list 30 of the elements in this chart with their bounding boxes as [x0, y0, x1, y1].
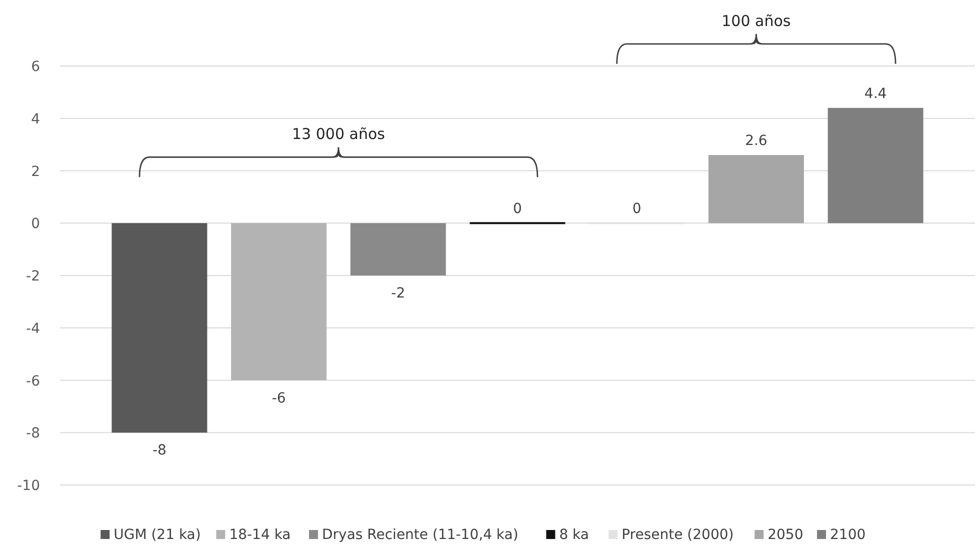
y-tick-label: -4: [26, 320, 40, 337]
legend-label: Dryas Reciente (11-10,4 ka): [322, 527, 518, 543]
y-tick-label: -6: [26, 373, 40, 390]
text: 100 años: [722, 12, 791, 30]
y-tick-label: -2: [26, 268, 40, 284]
y-tick-label: 2: [31, 164, 40, 180]
y-tick-label: 0: [31, 216, 40, 232]
legend-label: UGM (21 ka): [114, 527, 201, 543]
bar: [112, 223, 208, 433]
data-label: 4.4: [864, 86, 887, 102]
bar: [708, 155, 804, 224]
bar: [350, 223, 446, 276]
legend-label: 8 ka: [559, 527, 590, 543]
y-tick-label: 4: [31, 111, 40, 128]
data-label: 2.6: [745, 133, 768, 150]
data-label: 0: [513, 201, 522, 218]
y-tick-label: 6: [31, 59, 40, 75]
y-tick-label: -8: [26, 426, 40, 442]
data-label: -8: [152, 442, 166, 459]
data-label: -6: [272, 390, 286, 406]
data-label: 0: [632, 201, 642, 218]
legend-label: Presente (2000): [622, 527, 734, 543]
legend-label: 18-14 ka: [229, 527, 291, 543]
data-label: -2: [391, 286, 406, 302]
bar: [828, 108, 924, 224]
annotation: 13 000 años: [292, 125, 386, 144]
legend-label: 2100: [830, 527, 866, 543]
bar: [231, 223, 327, 380]
y-tick-label: -10: [17, 478, 40, 494]
legend-label: 2050: [768, 527, 804, 543]
